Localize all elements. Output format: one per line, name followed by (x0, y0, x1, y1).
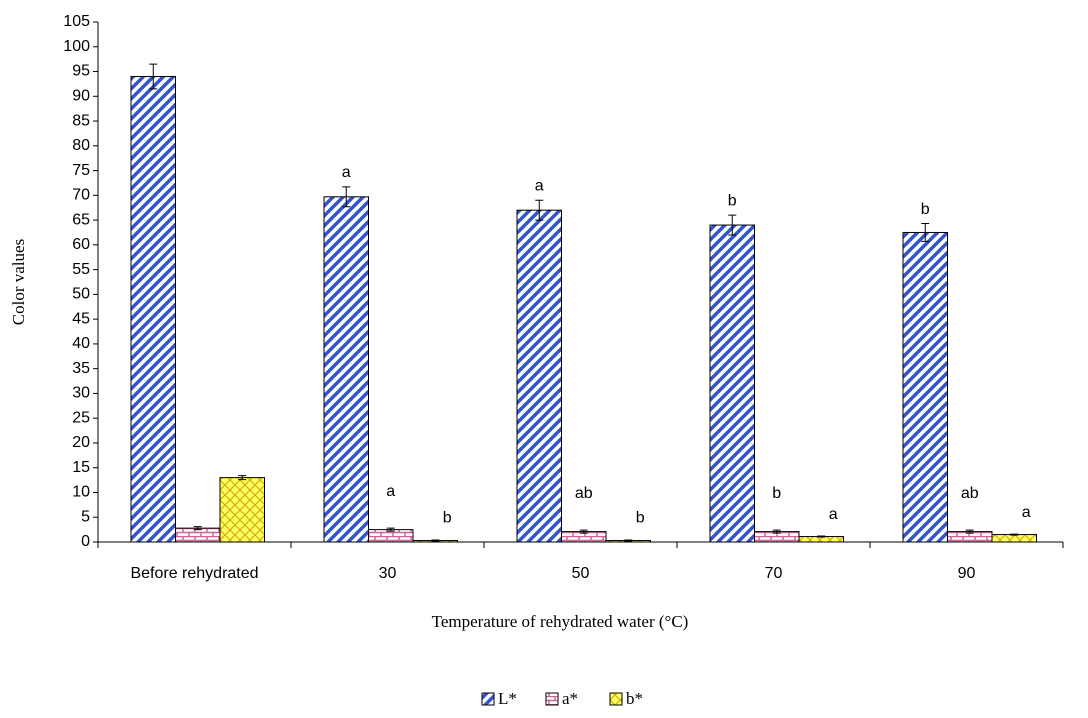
error-bar (728, 214, 737, 236)
y-tick-label: 60 (72, 236, 90, 253)
x-tick-label: Before rehydrated (130, 565, 258, 582)
significance-letter: b (443, 510, 452, 527)
significance-letter: ab (575, 485, 593, 502)
y-tick-label: 75 (72, 162, 90, 179)
x-tick-label: 70 (765, 565, 783, 582)
significance-letter: ab (961, 485, 979, 502)
bar (219, 477, 265, 543)
bar (323, 196, 369, 543)
x-tick-label: 90 (958, 565, 976, 582)
error-bar (579, 529, 588, 534)
bar (175, 527, 221, 543)
error-bar (772, 529, 781, 534)
y-tick-label: 5 (81, 508, 90, 525)
significance-letter: a (1022, 504, 1031, 521)
error-bar (386, 527, 395, 532)
y-tick-label: 45 (72, 310, 90, 327)
y-tick-label: 0 (81, 533, 90, 550)
y-tick-label: 50 (72, 286, 90, 303)
y-tick-label: 70 (72, 187, 90, 204)
error-bar (1010, 533, 1019, 536)
significance-letter: b (636, 510, 645, 527)
y-tick-label: 65 (72, 211, 90, 228)
legend-label: b* (626, 689, 643, 708)
error-bar (193, 526, 202, 531)
bar (516, 209, 562, 543)
bar (902, 231, 948, 543)
legend-swatch (481, 692, 495, 706)
significance-letter: a (535, 178, 544, 195)
y-axis-title: Color values (9, 239, 28, 325)
error-bar (624, 539, 633, 542)
legend-label: a* (562, 689, 578, 708)
bar (709, 224, 755, 543)
significance-letter: a (342, 164, 351, 181)
y-tick-label: 40 (72, 335, 90, 352)
y-tick-label: 20 (72, 434, 90, 451)
legend-swatch (545, 692, 559, 706)
error-bar (431, 539, 440, 542)
y-tick-label: 100 (63, 38, 90, 55)
bar (130, 75, 176, 543)
bar (991, 534, 1037, 543)
error-bar (921, 223, 930, 242)
y-tick-label: 25 (72, 409, 90, 426)
y-tick-label: 30 (72, 385, 90, 402)
error-bar (535, 199, 544, 221)
y-tick-label: 35 (72, 360, 90, 377)
y-tick-label: 90 (72, 88, 90, 105)
significance-letter: a (386, 483, 395, 500)
significance-letter: a (829, 506, 838, 523)
error-bar (965, 529, 974, 534)
legend-label: L* (498, 689, 517, 708)
x-tick-label: 30 (379, 565, 397, 582)
significance-letter: b (921, 201, 930, 218)
x-tick-label: 50 (572, 565, 590, 582)
y-tick-label: 105 (63, 13, 90, 30)
error-bar (342, 186, 351, 208)
y-tick-label: 95 (72, 63, 90, 80)
error-bar (817, 535, 826, 538)
legend-swatch (609, 692, 623, 706)
y-tick-label: 10 (72, 484, 90, 501)
y-tick-label: 55 (72, 261, 90, 278)
y-tick-label: 15 (72, 459, 90, 476)
error-bar (238, 475, 247, 481)
x-axis-title: Temperature of rehydrated water (°C) (432, 612, 689, 631)
error-bar (149, 63, 158, 90)
y-tick-label: 85 (72, 112, 90, 129)
significance-letter: b (728, 192, 737, 209)
y-tick-label: 80 (72, 137, 90, 154)
significance-letter: b (772, 485, 781, 502)
